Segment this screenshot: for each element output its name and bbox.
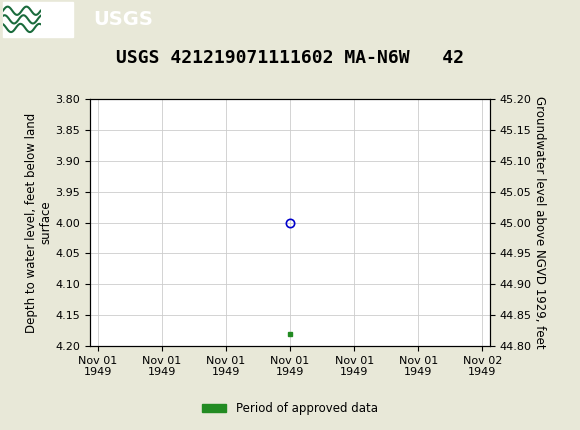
Y-axis label: Depth to water level, feet below land
surface: Depth to water level, feet below land su… bbox=[24, 112, 53, 333]
Text: USGS: USGS bbox=[93, 10, 153, 29]
Y-axis label: Groundwater level above NGVD 1929, feet: Groundwater level above NGVD 1929, feet bbox=[532, 96, 546, 349]
Text: USGS 421219071111602 MA-N6W   42: USGS 421219071111602 MA-N6W 42 bbox=[116, 49, 464, 67]
Legend: Period of approved data: Period of approved data bbox=[198, 397, 382, 420]
Bar bbox=[3, 2, 72, 37]
